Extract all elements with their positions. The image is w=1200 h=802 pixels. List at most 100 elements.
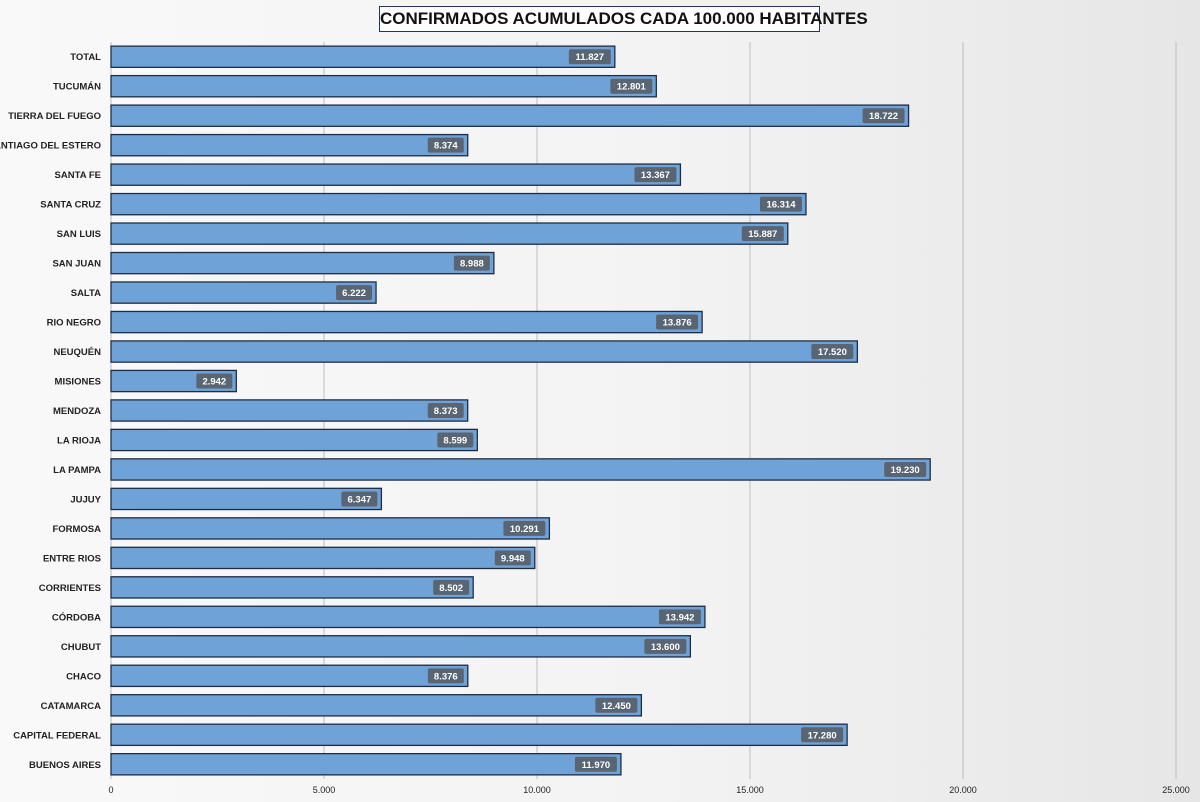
data-label: 10.291 — [510, 524, 540, 535]
data-label: 18.722 — [869, 111, 898, 122]
bar — [110, 723, 848, 747]
data-label-bg — [644, 638, 687, 654]
category-label: MENDOZA — [53, 406, 101, 417]
data-label: 6.347 — [347, 494, 371, 505]
bar — [110, 310, 703, 334]
data-label-bg — [336, 285, 373, 301]
data-label-bg — [610, 78, 653, 94]
data-label: 13.942 — [665, 612, 694, 623]
data-label: 12.450 — [602, 701, 631, 712]
x-tick-label: 0 — [108, 785, 113, 795]
data-label: 15.887 — [748, 229, 777, 240]
x-tick-label: 10.000 — [523, 785, 551, 795]
data-label: 2.942 — [202, 377, 226, 388]
data-label-bg — [656, 314, 699, 330]
category-label: LA RIOJA — [57, 435, 101, 446]
bar — [110, 752, 622, 776]
data-label-bg — [437, 432, 474, 448]
data-label-bg — [801, 727, 844, 743]
data-label: 16.314 — [766, 200, 796, 211]
category-label: JUJUY — [70, 494, 101, 505]
data-label: 13.367 — [641, 170, 670, 181]
category-label: SANTA FE — [55, 170, 101, 181]
data-label: 13.600 — [651, 642, 680, 653]
data-label: 8.599 — [443, 435, 467, 446]
x-tick-labels: 0 5.000 10.000 15.000 20.000 25.000 — [108, 785, 1189, 795]
data-label: 6.222 — [342, 288, 366, 299]
bar — [110, 635, 692, 658]
data-label-bg — [574, 756, 617, 772]
bar — [110, 576, 474, 599]
data-label: 17.280 — [808, 730, 837, 741]
bar — [110, 133, 469, 157]
data-label: 8.376 — [434, 671, 458, 682]
x-tick-label: 15.000 — [736, 785, 764, 795]
data-labels: 11.827 12.801 18.722 8.374 13.367 16.314 15.88… — [196, 49, 927, 772]
bar — [110, 281, 377, 304]
data-label-bg — [503, 520, 546, 536]
category-label: ENTRE RIOS — [43, 553, 101, 564]
data-label: 8.374 — [434, 141, 458, 152]
category-label: BUENOS AIRES — [29, 760, 101, 771]
data-label-bg — [433, 579, 470, 595]
data-label-bg — [741, 226, 784, 242]
x-tick-label: 20.000 — [949, 785, 977, 795]
data-label-bg — [427, 403, 464, 418]
bar — [110, 664, 469, 688]
data-label-bg — [658, 609, 701, 625]
bar — [110, 104, 910, 127]
category-label: CHACO — [66, 671, 101, 682]
data-label-bg — [341, 491, 378, 507]
x-tick-label: 5.000 — [313, 785, 336, 795]
bar — [110, 694, 643, 717]
data-label-bg — [634, 167, 677, 183]
data-label-bg — [862, 108, 905, 124]
data-label-bg — [427, 668, 464, 684]
data-label-bg — [196, 373, 233, 389]
bar — [110, 340, 859, 363]
bar — [110, 192, 807, 216]
bar — [110, 428, 478, 452]
data-label: 17.520 — [818, 347, 847, 358]
category-label: SANTIAGO DEL ESTERO — [0, 141, 101, 152]
data-label-bg — [595, 697, 638, 713]
bar — [110, 605, 706, 629]
bar — [110, 458, 931, 481]
data-label-bg — [453, 255, 490, 271]
category-label: TUCUMÁN — [53, 82, 101, 93]
bar — [110, 45, 616, 69]
data-label-bg — [568, 49, 611, 65]
bar — [110, 74, 657, 98]
data-label: 8.988 — [460, 259, 484, 270]
data-label: 12.801 — [617, 82, 647, 93]
data-label: 9.948 — [501, 553, 525, 564]
bar — [110, 517, 551, 540]
data-label: 13.876 — [663, 318, 692, 329]
data-label-bg — [884, 461, 927, 477]
bar — [110, 163, 682, 186]
category-labels: TOTAL TUCUMÁN TIERRA DEL FUEGO SANTIAGO DEL… — [0, 52, 102, 771]
category-label: LA PAMPA — [53, 465, 101, 476]
category-label: CORRIENTES — [39, 583, 101, 594]
category-label: SALTA — [71, 288, 101, 299]
bar — [110, 546, 536, 570]
data-label: 11.827 — [576, 52, 605, 63]
bar — [110, 399, 469, 422]
data-label: 8.373 — [434, 406, 458, 417]
category-label: TOTAL — [70, 52, 101, 63]
category-label: SAN JUAN — [52, 259, 101, 270]
x-tick-label: 25.000 — [1162, 785, 1190, 795]
category-label: CAPITAL FEDERAL — [13, 730, 101, 741]
chart-title: CONFIRMADOS ACUMULADOS CADA 100.000 HABI… — [379, 6, 868, 32]
bar — [110, 222, 789, 245]
category-label: CHUBUT — [61, 642, 101, 653]
data-label-bg — [759, 196, 802, 212]
category-label: SAN LUIS — [57, 229, 101, 240]
category-label: FORMOSA — [52, 524, 101, 535]
data-label: 11.970 — [582, 760, 611, 771]
category-label: RIO NEGRO — [47, 318, 101, 329]
category-label: SANTA CRUZ — [40, 200, 101, 211]
category-label: CÓRDOBA — [52, 611, 101, 623]
